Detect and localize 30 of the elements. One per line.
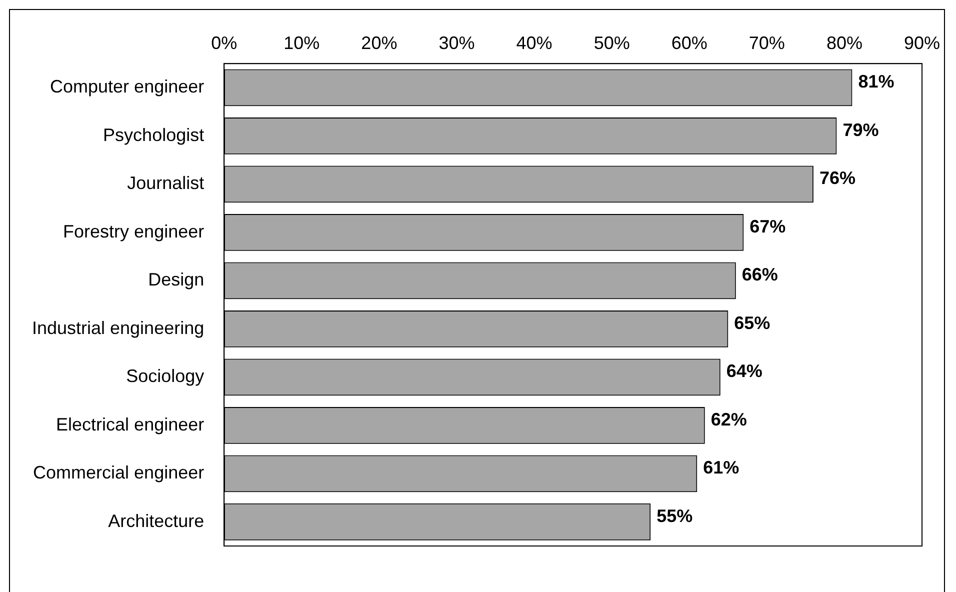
data-label: 76%	[819, 168, 856, 188]
y-tick-label: Electrical engineer	[56, 414, 204, 434]
x-tick-label: 30%	[438, 32, 475, 53]
x-tick-label: 40%	[516, 32, 552, 53]
y-tick-label: Psychologist	[103, 124, 204, 145]
data-label: 64%	[726, 361, 762, 382]
y-tick-label: Computer engineer	[50, 76, 204, 97]
data-label: 79%	[842, 120, 879, 140]
y-tick-label: Commercial engineer	[33, 462, 204, 483]
x-tick-label: 90%	[904, 32, 940, 53]
data-label: 67%	[750, 216, 786, 236]
x-tick-label: 60%	[671, 32, 708, 53]
x-tick-label: 50%	[594, 32, 630, 53]
y-tick-label: Industrial engineering	[32, 318, 204, 338]
y-tick-label: Journalist	[127, 173, 204, 194]
data-label: 65%	[734, 312, 770, 333]
y-tick-label: Sociology	[126, 366, 204, 386]
data-label: 66%	[742, 264, 778, 285]
data-label: 62%	[710, 409, 747, 430]
y-tick-label: Forestry engineer	[63, 221, 204, 242]
data-label: 81%	[858, 72, 894, 92]
x-tick-label: 20%	[361, 32, 398, 53]
data-label: 55%	[656, 506, 693, 526]
x-tick-label: 10%	[284, 32, 320, 53]
x-tick-label: 70%	[748, 32, 785, 53]
x-tick-label: 80%	[826, 32, 862, 53]
x-tick-label: 0%	[211, 32, 238, 53]
y-tick-label: Architecture	[108, 510, 204, 531]
y-tick-label: Design	[148, 270, 204, 290]
data-label: 61%	[703, 458, 740, 478]
